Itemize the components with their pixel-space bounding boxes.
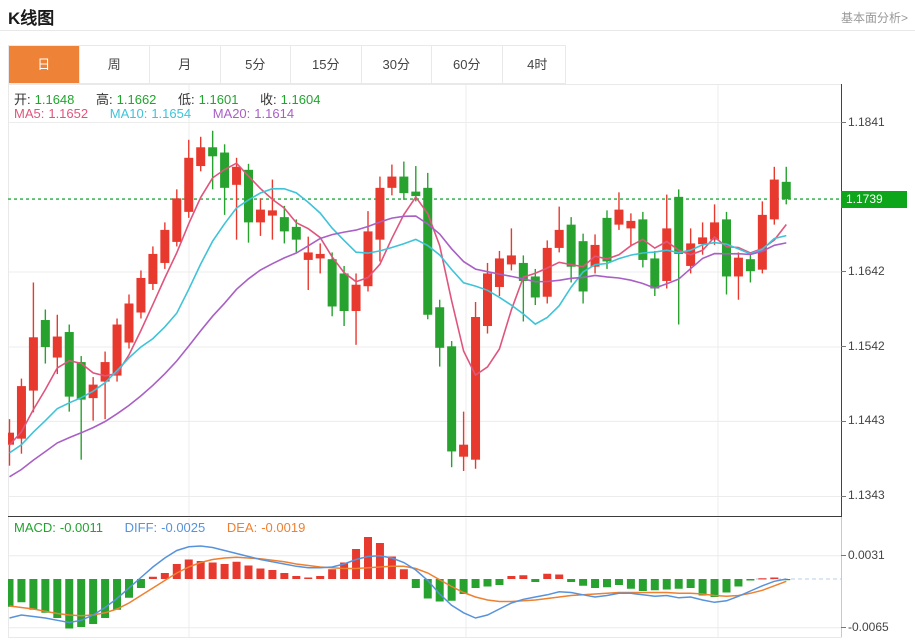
- ma20-value: 1.1614: [254, 106, 295, 121]
- macd-chart[interactable]: [8, 517, 842, 638]
- ma10-value: 1.1654: [151, 106, 192, 121]
- dea-label: DEA:: [226, 520, 258, 535]
- dea-value: -0.0019: [261, 520, 306, 535]
- macd-label: MACD:: [14, 520, 56, 535]
- tab-15分[interactable]: 15分: [290, 46, 361, 83]
- price-tick-1.1443: 1.1443: [841, 413, 885, 427]
- open-value: 1.1648: [34, 92, 75, 107]
- high-label: 高:: [96, 92, 113, 107]
- tab-5分[interactable]: 5分: [219, 46, 291, 83]
- price-tick-1.1642: 1.1642: [841, 264, 885, 278]
- ma5-value: 1.1652: [48, 106, 89, 121]
- low-label: 低:: [178, 92, 195, 107]
- close-value: 1.1604: [280, 92, 321, 107]
- period-tab-bar: 日周月 5分 15分 30分 60分 4时: [8, 45, 566, 84]
- page-title: K线图: [8, 9, 55, 28]
- ma20-label: MA20:: [212, 106, 251, 121]
- price-tick-1.1343: 1.1343: [841, 488, 885, 502]
- tab-月[interactable]: 月: [149, 46, 220, 83]
- tab-日[interactable]: 日: [9, 46, 79, 83]
- low-value: 1.1601: [198, 92, 239, 107]
- macd-value: -0.0011: [59, 520, 104, 535]
- macd-tick-0.0031: 0.0031: [841, 548, 885, 562]
- price-tick-1.1542: 1.1542: [841, 339, 885, 353]
- macd-readout: MACD: -0.0011 DIFF: -0.0025 DEA: -0.0019: [14, 520, 309, 535]
- ma5-label: MA5:: [14, 106, 45, 121]
- ma-readout: MA5: 1.1652 MA10: 1.1654 MA20: 1.1614: [14, 106, 298, 121]
- macd-tick--0.0065: -0.0065: [841, 620, 889, 634]
- diff-value: -0.0025: [161, 520, 206, 535]
- current-price-tag: 1.1739: [841, 190, 907, 208]
- candlestick-chart[interactable]: [8, 84, 842, 517]
- fundamental-analysis-link[interactable]: 基本面分析>: [840, 11, 908, 25]
- high-value: 1.1662: [116, 92, 157, 107]
- close-label: 收:: [260, 92, 277, 107]
- tab-4时[interactable]: 4时: [501, 46, 573, 83]
- open-label: 开:: [14, 92, 31, 107]
- tab-60分[interactable]: 60分: [431, 46, 502, 83]
- diff-label: DIFF:: [124, 520, 158, 535]
- price-tick-1.1841: 1.1841: [841, 115, 885, 129]
- tab-30分[interactable]: 30分: [360, 46, 432, 83]
- ohlc-readout: 开: 1.1648 高: 1.1662 低: 1.1601 收: 1.1604: [14, 89, 324, 108]
- header-divider: [0, 30, 915, 31]
- ma10-label: MA10:: [109, 106, 148, 121]
- tab-周[interactable]: 周: [78, 46, 150, 83]
